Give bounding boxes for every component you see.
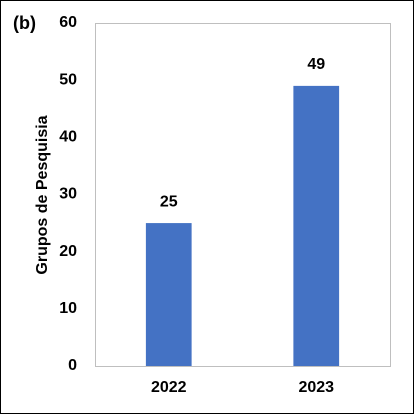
y-tick-label: 0 xyxy=(68,357,77,374)
data-label: 49 xyxy=(307,56,325,73)
y-tick-label: 10 xyxy=(59,300,77,317)
data-label: 25 xyxy=(160,193,178,210)
y-tick-label: 60 xyxy=(59,14,77,31)
bar xyxy=(145,223,192,366)
bar xyxy=(293,85,340,366)
plot-frame xyxy=(95,23,391,367)
y-tick-label: 50 xyxy=(59,71,77,88)
x-tick-label: 2023 xyxy=(298,379,334,396)
y-axis-label: Grupos de Pesquisia xyxy=(34,115,51,274)
y-tick-label: 30 xyxy=(59,186,77,203)
y-tick-label: 40 xyxy=(59,129,77,146)
panel-label: (b) xyxy=(13,13,36,33)
x-tick-label: 2022 xyxy=(151,379,187,396)
y-tick-label: 20 xyxy=(59,243,77,260)
